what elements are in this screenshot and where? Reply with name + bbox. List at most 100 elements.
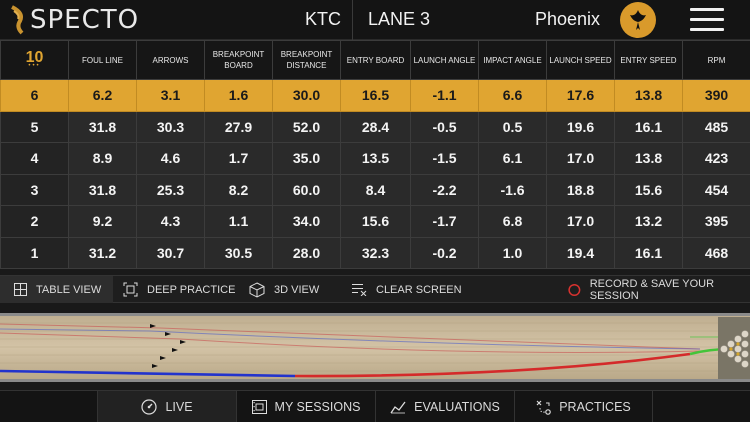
clear-screen-label: CLEAR SCREEN — [376, 283, 462, 296]
lane-view — [0, 303, 750, 390]
table-view-label: TABLE VIEW — [36, 283, 102, 296]
lane-arrows — [150, 324, 186, 368]
3d-view-button[interactable]: 3D VIEW — [249, 276, 319, 303]
shot-data-table: 10 ••• FOUL LINE ARROWS BREAKPOINT BOARD… — [0, 40, 750, 269]
table-cell: 3.1 — [136, 79, 205, 112]
table-cell: 454 — [682, 173, 750, 206]
table-cell: 6.1 — [478, 142, 547, 175]
lane-boards — [0, 322, 750, 372]
strategy-icon — [536, 400, 552, 415]
column-header[interactable]: BREAKPOINT DISTANCE — [272, 40, 341, 80]
deep-practice-button[interactable]: DEEP PRACTICE — [123, 276, 235, 303]
table-cell: 8.2 — [204, 173, 273, 206]
column-header[interactable]: IMPACT ANGLE — [478, 40, 547, 80]
column-header[interactable]: FOUL LINE — [68, 40, 137, 80]
film-icon — [251, 400, 267, 414]
table-grid-icon — [14, 283, 27, 296]
record-session-button[interactable]: RECORD & SAVE YOUR SESSION — [568, 276, 750, 303]
table-cell: 17.0 — [546, 205, 615, 238]
table-cell: 25.3 — [136, 173, 205, 206]
table-cell: 30.3 — [136, 110, 205, 143]
track-shot-1 — [0, 328, 701, 350]
table-row[interactable]: 4 8.9 4.6 1.7 35.0 13.5 -1.5 6.1 17.0 13.8 423 — [0, 142, 750, 175]
shot-count-dots: ••• — [28, 62, 41, 69]
nav-live[interactable]: LIVE — [97, 391, 236, 422]
lane-gutter-top — [0, 313, 750, 316]
table-row[interactable]: 6 6.2 3.1 1.6 30.0 16.5 -1.1 6.6 17.6 13.8 390 — [0, 79, 750, 112]
cube-icon — [249, 281, 265, 298]
table-cell: 395 — [682, 205, 750, 238]
table-cell: -1.6 — [478, 173, 547, 206]
table-cell: 16.1 — [614, 236, 683, 269]
header-divider — [352, 0, 353, 40]
3d-view-label: 3D VIEW — [274, 283, 320, 296]
gauge-icon — [141, 399, 158, 415]
table-cell: 4.6 — [136, 142, 205, 175]
track-shot-3 — [0, 332, 701, 353]
nav-practices-label: PRACTICES — [559, 400, 631, 414]
table-header-row: 10 ••• FOUL LINE ARROWS BREAKPOINT BOARD… — [0, 40, 750, 80]
table-row[interactable]: 1 31.2 30.7 30.5 28.0 32.3 -0.2 1.0 19.4 16.1 468 — [0, 236, 750, 269]
table-cell: 30.0 — [272, 79, 341, 112]
table-cell: -1.7 — [410, 205, 479, 238]
table-row[interactable]: 3 31.8 25.3 8.2 60.0 8.4 -2.2 -1.6 18.8 15.6 454 — [0, 173, 750, 206]
clear-screen-button[interactable]: CLEAR SCREEN — [352, 276, 462, 303]
column-header[interactable]: ARROWS — [136, 40, 205, 80]
table-cell: 4.3 — [136, 205, 205, 238]
nav-my-sessions[interactable]: MY SESSIONS — [236, 391, 375, 422]
table-cell: 15.6 — [340, 205, 411, 238]
column-header[interactable]: ENTRY SPEED — [614, 40, 683, 80]
column-header[interactable]: LAUNCH SPEED — [546, 40, 615, 80]
track-shot-5 — [0, 323, 701, 350]
column-header[interactable]: RPM — [682, 40, 750, 80]
view-toolbar: TABLE VIEW DEEP PRACTICE 3D VIEW CLEAR S… — [0, 275, 750, 303]
table-cell: 27.9 — [204, 110, 273, 143]
table-cell: -1.5 — [410, 142, 479, 175]
center-name: KTC — [305, 9, 341, 29]
column-header[interactable]: LAUNCH ANGLE — [410, 40, 479, 80]
table-cell: 13.8 — [614, 142, 683, 175]
table-cell: 31.8 — [68, 173, 137, 206]
table-cell: 1.1 — [204, 205, 273, 238]
table-cell: 1.7 — [204, 142, 273, 175]
table-view-button[interactable]: TABLE VIEW — [0, 276, 113, 303]
shot-number-cell: 1 — [0, 236, 69, 269]
shot-count: 10 — [25, 48, 44, 66]
table-cell: 18.8 — [546, 173, 615, 206]
table-cell: 1.0 — [478, 236, 547, 269]
logo-text: SPECTO — [30, 5, 140, 35]
hamburger-menu-icon[interactable] — [690, 8, 724, 32]
table-cell: 30.5 — [204, 236, 273, 269]
deep-practice-label: DEEP PRACTICE — [147, 283, 236, 296]
table-cell: 6.6 — [478, 79, 547, 112]
table-row[interactable]: 5 31.8 30.3 27.9 52.0 28.4 -0.5 0.5 19.6 16.1 485 — [0, 110, 750, 143]
user-avatar[interactable] — [620, 2, 656, 38]
table-cell: 6.2 — [68, 79, 137, 112]
table-cell: 19.4 — [546, 236, 615, 269]
bottom-navigation: LIVE MY SESSIONS EVALUATIONS PRACTICES — [0, 390, 750, 422]
table-cell: 31.2 — [68, 236, 137, 269]
track-active-blue — [0, 369, 296, 378]
nav-evaluations[interactable]: EVALUATIONS — [375, 391, 514, 422]
specto-logo-icon — [11, 5, 24, 35]
nav-practices[interactable]: PRACTICES — [514, 391, 653, 422]
column-header[interactable]: BREAKPOINT BOARD — [204, 40, 273, 80]
table-cell: 9.2 — [68, 205, 137, 238]
column-header[interactable]: ENTRY BOARD — [340, 40, 411, 80]
location-name: Phoenix — [535, 9, 601, 29]
table-cell: -0.2 — [410, 236, 479, 269]
table-cell: 6.8 — [478, 205, 547, 238]
table-cell: 13.5 — [340, 142, 411, 175]
table-row[interactable]: 2 9.2 4.3 1.1 34.0 15.6 -1.7 6.8 17.0 13.2 395 — [0, 205, 750, 238]
table-cell: 32.3 — [340, 236, 411, 269]
table-cell: 390 — [682, 79, 750, 112]
table-cell: 31.8 — [68, 110, 137, 143]
table-cell: 30.7 — [136, 236, 205, 269]
chart-trend-icon — [390, 401, 406, 414]
nav-my-sessions-label: MY SESSIONS — [274, 400, 361, 414]
lane-diagram — [0, 313, 750, 382]
frame-corners-icon — [123, 282, 138, 297]
table-cell: -0.5 — [410, 110, 479, 143]
table-cell: 17.6 — [546, 79, 615, 112]
lane-name: LANE 3 — [368, 9, 431, 29]
